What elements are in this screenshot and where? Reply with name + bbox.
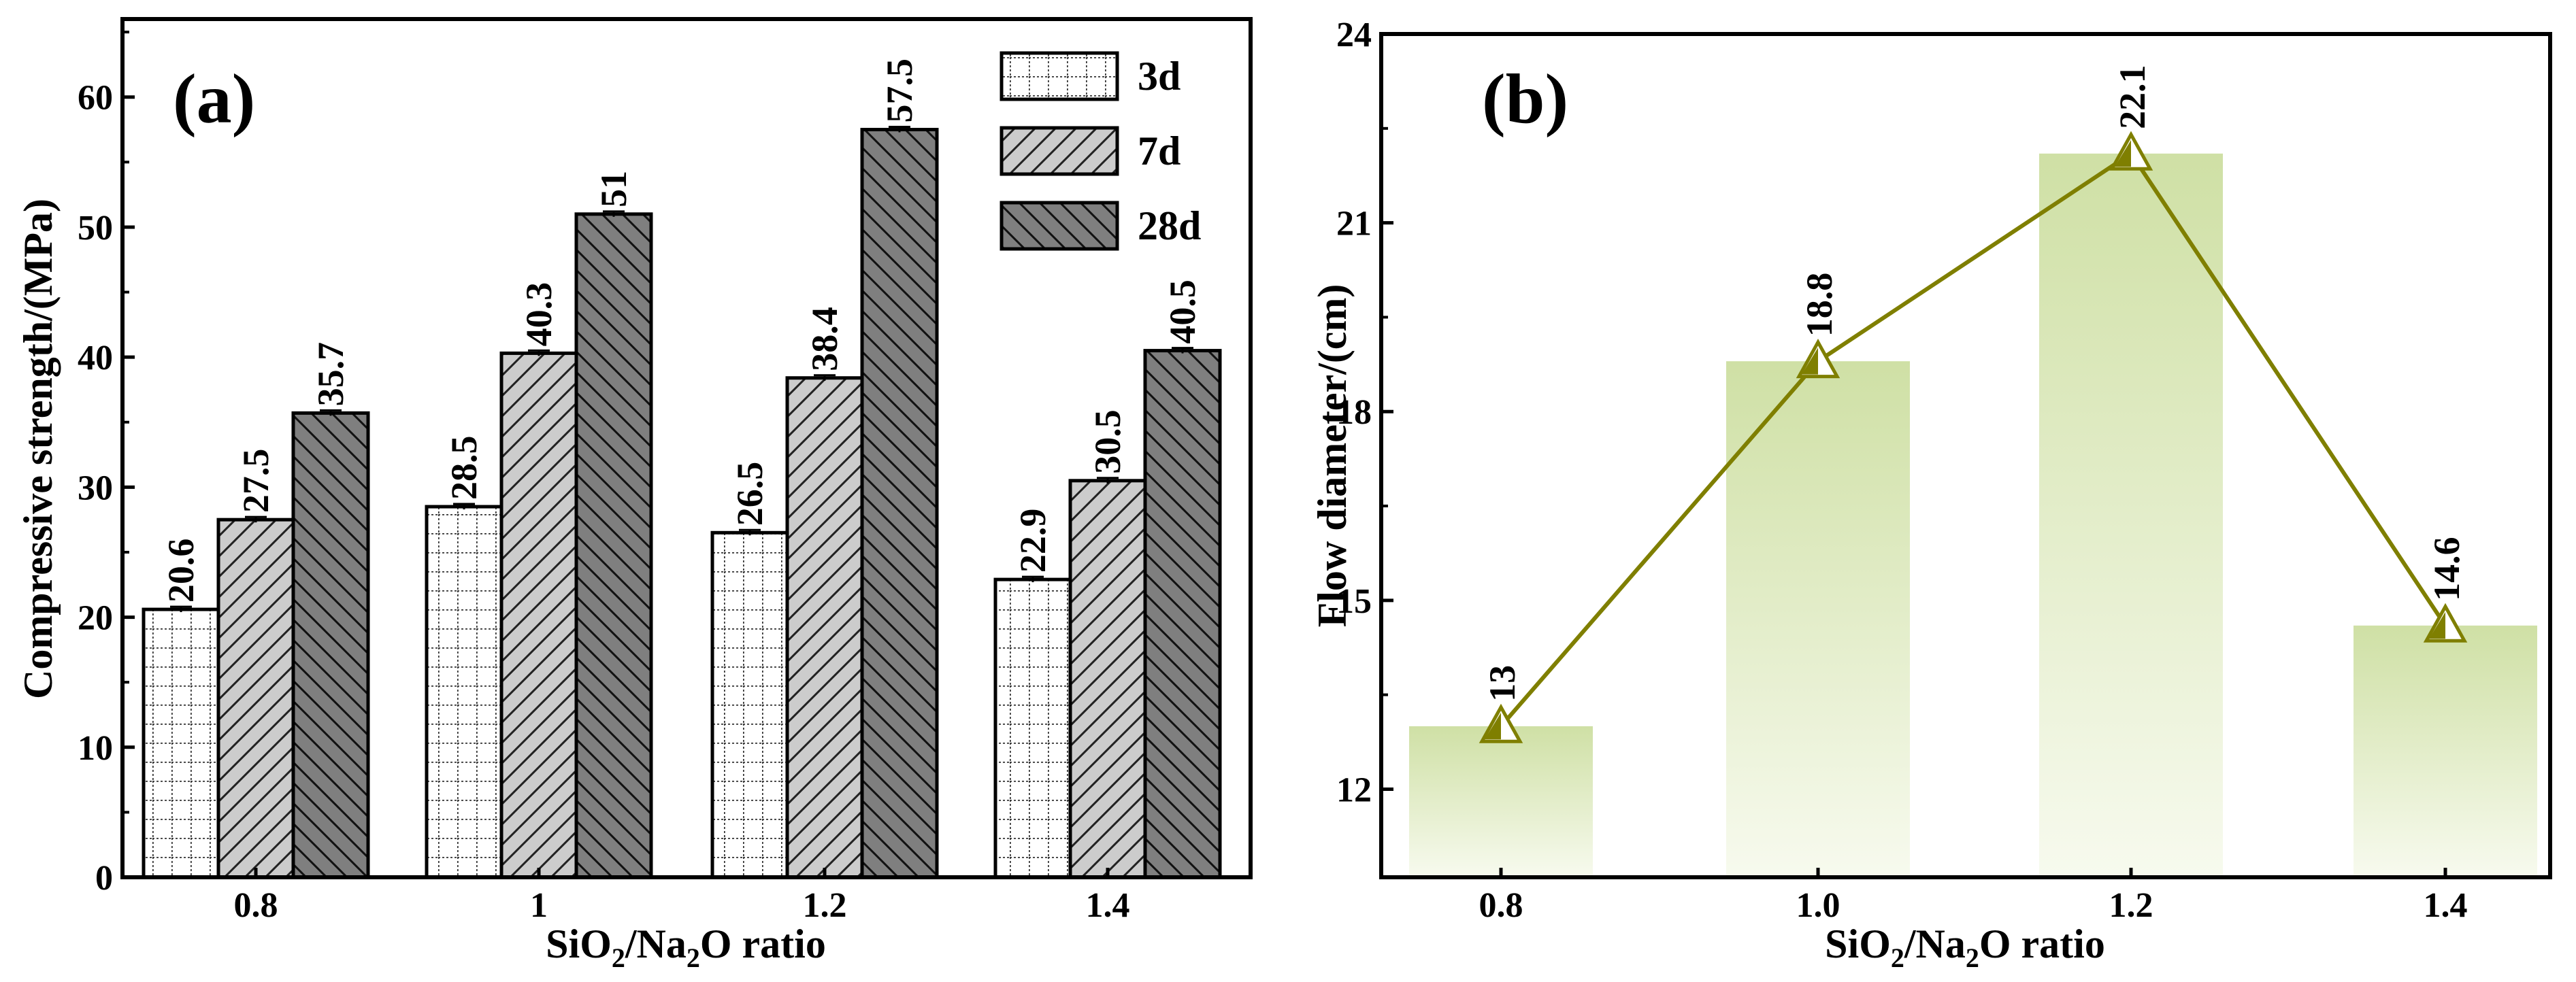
panel-a-label: (a)	[173, 60, 255, 138]
b-y-tick-label-12: 12	[1336, 771, 1372, 809]
bar-7d-0-8	[216, 518, 295, 879]
panel-a-legend: 3d 7d 28d	[1000, 51, 1201, 251]
value-label-28d-1: 51	[593, 171, 634, 207]
marker-1-0	[1796, 339, 1840, 379]
y-tick-label-40: 40	[78, 339, 113, 377]
panel-b-y-ticks: 12 15 18 21 24	[1336, 16, 1393, 809]
x-tick-label-1: 1	[530, 886, 548, 925]
b-x-tick-label-0-8: 0.8	[1479, 886, 1523, 925]
panel-b-flow-diameter: 13 18.8 22.1 14.6 12 15 18 21 24 0.8 1.0 1.2 1.4 (…	[1310, 16, 2552, 973]
panel-a-compressive-strength: 20.6 27.5 35.7 28.5 40.3 51 26.5 38.4 57.5 22.9 30…	[16, 17, 1253, 973]
panel-a-x-axis-title: SiO2/Na2O ratio	[546, 921, 826, 973]
marker-1-2	[2109, 131, 2153, 171]
legend-label-7d: 7d	[1138, 129, 1180, 173]
value-label-3d-1: 28.5	[444, 436, 484, 501]
bar-7d-1-2	[785, 376, 864, 879]
bar-3d-1-4	[993, 577, 1072, 879]
bar-7d-1-4	[1068, 479, 1147, 879]
flow-value-label-1-2: 22.1	[2112, 65, 2153, 129]
bar-7d-1	[499, 351, 578, 879]
y-tick-label-60: 60	[78, 79, 113, 118]
panel-a-frame	[120, 17, 1253, 879]
panel-a-value-labels: 20.6 27.5 35.7 28.5 40.3 51 26.5 38.4 57.5 22.9 30…	[161, 58, 1203, 603]
value-label-3d-0-8: 20.6	[161, 539, 201, 603]
bar-28d-1-2	[860, 128, 939, 879]
flow-bar-1-4	[2354, 625, 2537, 875]
value-label-7d-0-8: 27.5	[235, 449, 276, 513]
b-y-tick-label-24: 24	[1336, 16, 1372, 54]
marker-1-4	[2423, 603, 2468, 643]
y-tick-label-0: 0	[95, 859, 113, 898]
legend-swatch-3d	[1000, 51, 1119, 101]
panel-b-value-labels: 13 18.8 22.1 14.6	[1482, 65, 2467, 702]
panel-b-background-bars	[1409, 153, 2537, 875]
value-label-28d-1-2: 57.5	[879, 58, 920, 123]
value-label-7d-1-2: 38.4	[804, 307, 845, 371]
bar-3d-1-2	[710, 530, 789, 879]
flow-value-label-0-8: 13	[1482, 665, 1523, 702]
legend-label-28d: 28d	[1138, 203, 1201, 248]
value-label-3d-1-4: 22.9	[1012, 509, 1053, 573]
value-label-7d-1-4: 30.5	[1087, 409, 1128, 474]
panel-b-x-ticks: 0.8 1.0 1.2 1.4	[1479, 868, 2468, 925]
flow-value-label-1-4: 14.6	[2426, 537, 2467, 601]
flow-value-label-1-0: 18.8	[1799, 273, 1840, 337]
b-x-tick-label-1-0: 1.0	[1796, 886, 1840, 925]
flow-bar-1-2	[2039, 153, 2223, 875]
flow-bar-1-0	[1726, 361, 1910, 875]
x-tick-label-1-4: 1.4	[1086, 886, 1130, 925]
marker-0-8	[1479, 703, 1523, 743]
x-tick-label-1-2: 1.2	[803, 886, 847, 925]
y-tick-label-20: 20	[78, 599, 113, 638]
y-tick-label-30: 30	[78, 469, 113, 507]
legend-label-3d: 3d	[1138, 54, 1180, 99]
bar-3d-0-8	[142, 607, 220, 879]
value-label-7d-1: 40.3	[518, 282, 559, 347]
bar-28d-1-4	[1143, 349, 1222, 879]
panel-a-y-ticks: 0 10 20 30 40 50 60	[78, 31, 135, 898]
panel-a-error-bars	[170, 126, 1193, 613]
value-label-28d-1-4: 40.5	[1162, 280, 1203, 344]
b-y-tick-label-15: 15	[1336, 582, 1372, 621]
legend-swatch-28d	[1000, 201, 1119, 251]
value-label-3d-1-2: 26.5	[729, 462, 770, 526]
flow-bar-0-8	[1409, 726, 1593, 875]
b-x-tick-label-1-2: 1.2	[2109, 886, 2153, 925]
b-x-tick-label-1-4: 1.4	[2424, 886, 2468, 925]
legend-swatch-7d	[1000, 126, 1119, 176]
bar-3d-1	[425, 505, 503, 879]
bar-28d-1	[574, 212, 653, 879]
panel-b-y-axis-title: Flow diameter/(cm)	[1310, 284, 1355, 628]
panel-b-line	[1499, 150, 2447, 728]
y-tick-label-50: 50	[78, 209, 113, 248]
panel-b-x-axis-title: SiO2/Na2O ratio	[1825, 921, 2105, 973]
panel-b-markers	[1479, 131, 2468, 743]
y-tick-label-10: 10	[78, 729, 113, 768]
flow-line	[1499, 150, 2447, 728]
x-tick-label-0-8: 0.8	[234, 886, 278, 925]
b-y-tick-label-18: 18	[1336, 393, 1372, 432]
b-y-tick-label-21: 21	[1336, 205, 1372, 243]
panel-a-x-ticks: 0.8 1 1.2 1.4	[234, 868, 1130, 925]
panel-b-label: (b)	[1482, 60, 1568, 138]
value-label-28d-0-8: 35.7	[310, 342, 351, 407]
panel-a-y-axis-title: Compressive strength/(MPa)	[16, 199, 61, 699]
bar-28d-0-8	[291, 411, 370, 879]
panel-b-frame	[1379, 32, 2552, 879]
